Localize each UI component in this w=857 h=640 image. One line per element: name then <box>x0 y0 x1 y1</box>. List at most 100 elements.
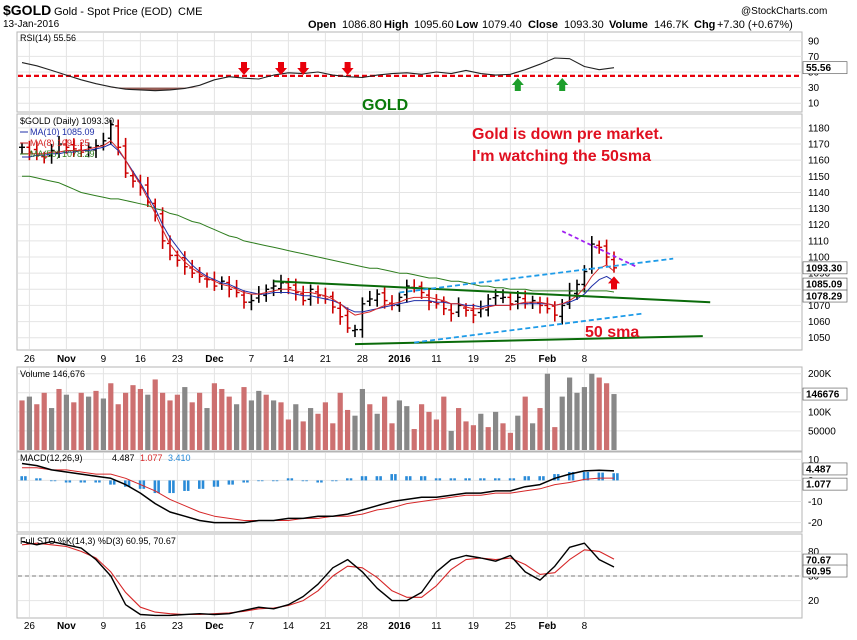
ohlc-bar <box>374 289 381 307</box>
macd-histogram-bar <box>390 474 393 481</box>
volume-bar <box>426 411 432 450</box>
x-tick-label: 2016 <box>388 354 411 365</box>
macd-hist-value: 3.410 <box>168 453 191 463</box>
x-axis-top: 26 Nov 9 16 23 Dec 7 14 21 28 2016 11 19 25 Feb 8 <box>24 354 588 365</box>
macd-histogram-bar <box>183 480 186 491</box>
volume-bar <box>197 392 203 450</box>
volume-bar <box>63 394 69 450</box>
volume-bar <box>537 408 543 450</box>
macd-value-tag: 4.487 <box>806 464 831 475</box>
macd-histogram-bar <box>616 473 619 481</box>
macd-histogram-bar <box>434 478 438 481</box>
volume-bar <box>56 388 62 450</box>
macd-histogram-bar <box>346 478 349 481</box>
volume-bar <box>463 421 469 450</box>
macd-signal-line <box>22 467 614 521</box>
open-label: Open <box>308 19 336 31</box>
x-tick-label: Dec <box>205 621 224 632</box>
macd-histogram-bar <box>172 480 175 494</box>
ohlc-bar <box>248 294 255 311</box>
ma50-value-tag: 1078.29 <box>806 292 843 303</box>
watermark: @StockCharts.com <box>741 6 827 17</box>
macd-histogram-bar <box>109 480 112 485</box>
note-line-2: I'm watching the 50sma <box>472 148 651 165</box>
macd-histogram-bar <box>305 480 308 482</box>
ohlc-bar <box>426 288 432 311</box>
volume-bar <box>448 430 454 450</box>
macd-histogram-bar <box>98 480 101 483</box>
macd-histogram-bar <box>246 480 249 483</box>
volume-bar <box>293 404 299 450</box>
price-panel: 1180117011601150114011301120111011001090… <box>16 113 848 351</box>
blue-channel-upper <box>399 257 674 294</box>
y-tick-label: 1140 <box>808 188 830 199</box>
low-label: Low <box>456 19 478 31</box>
ohlc-bar <box>181 251 188 275</box>
volume-bar <box>93 390 99 450</box>
macd-histogram-bar <box>24 476 27 481</box>
y-tick-label: 50000 <box>808 426 836 437</box>
ohlc-bar <box>352 324 358 338</box>
ohlc-bar <box>440 296 447 316</box>
ohlc-bar <box>315 285 321 304</box>
rsi-value-tag-box <box>802 61 848 75</box>
macd-signal-tag: 1.077 <box>806 480 831 491</box>
volume-bar <box>404 406 410 450</box>
volume-bar <box>522 396 528 450</box>
ohlc-bar <box>263 284 270 302</box>
volume-bar <box>382 396 388 450</box>
red-down-arrow <box>238 62 250 75</box>
volume-value-tag-box <box>802 387 848 401</box>
volume-bar <box>256 390 262 450</box>
ma10-legend: MA(10) 1085.09 <box>30 127 95 137</box>
volume-bar <box>544 373 550 450</box>
green-resistance-trendline <box>273 280 711 304</box>
ohlc-bar <box>278 274 284 294</box>
ohlc-bar <box>514 290 521 310</box>
macd-histogram-bar <box>494 478 497 481</box>
macd-histogram-bar <box>316 480 319 483</box>
rsi-title: RSI(14) 55.56 <box>20 33 76 43</box>
volume-label: Volume <box>609 19 648 31</box>
volume-bar <box>219 388 225 450</box>
y-tick-label: 30 <box>808 83 820 94</box>
x-tick-label: 23 <box>172 354 184 365</box>
x-tick-label: Dec <box>205 354 224 365</box>
volume-bar <box>34 404 40 450</box>
low-value: 1079.40 <box>482 19 522 31</box>
green-up-arrow <box>556 78 569 91</box>
macd-histogram-bar <box>83 480 86 483</box>
close-value-tag: 1093.30 <box>806 263 843 274</box>
stochastic-title: Full STO %K(14,3) %D(3) 60.95, 70.67 <box>20 536 176 546</box>
x-tick-label: 16 <box>135 621 147 632</box>
ohlc-bar <box>63 139 70 154</box>
macd-histogram-bar <box>538 476 541 481</box>
y-tick-label: 80 <box>808 547 820 558</box>
x-axis-bottom: 26 Nov 9 16 23 Dec 7 14 21 28 2016 11 19 25 Feb 8 <box>24 621 588 632</box>
volume-bar <box>367 404 373 450</box>
y-tick-label: 70 <box>808 52 820 63</box>
blue-channel-lower <box>414 312 644 344</box>
volume-bar <box>389 423 395 450</box>
change-value: +7.30 (+0.67%) <box>717 19 793 31</box>
chart-date: 13-Jan-2016 <box>3 19 60 30</box>
high-value: 1095.60 <box>414 19 454 31</box>
volume-bar <box>596 377 602 450</box>
ohlc-bar <box>448 303 455 322</box>
volume-bar <box>174 394 180 450</box>
y-tick-label: 1160 <box>808 156 830 167</box>
volume-bar <box>19 400 25 450</box>
ohlc-bar <box>270 279 277 297</box>
macd-histogram-bar <box>290 478 294 481</box>
volume-bar <box>352 415 358 450</box>
macd-histogram-bar <box>449 478 453 481</box>
x-tick-label: 21 <box>320 354 332 365</box>
macd-histogram-bar <box>464 478 467 481</box>
macd-histogram-bar <box>212 480 216 487</box>
volume-bar <box>530 423 536 450</box>
symbol: $GOLD <box>3 2 51 18</box>
macd-frame <box>16 451 803 533</box>
y-tick-label: 1110 <box>808 236 829 247</box>
volume-bar <box>315 413 321 450</box>
volume-panel: 200K150K100K50000146676 Volume 146,676 <box>16 366 848 452</box>
